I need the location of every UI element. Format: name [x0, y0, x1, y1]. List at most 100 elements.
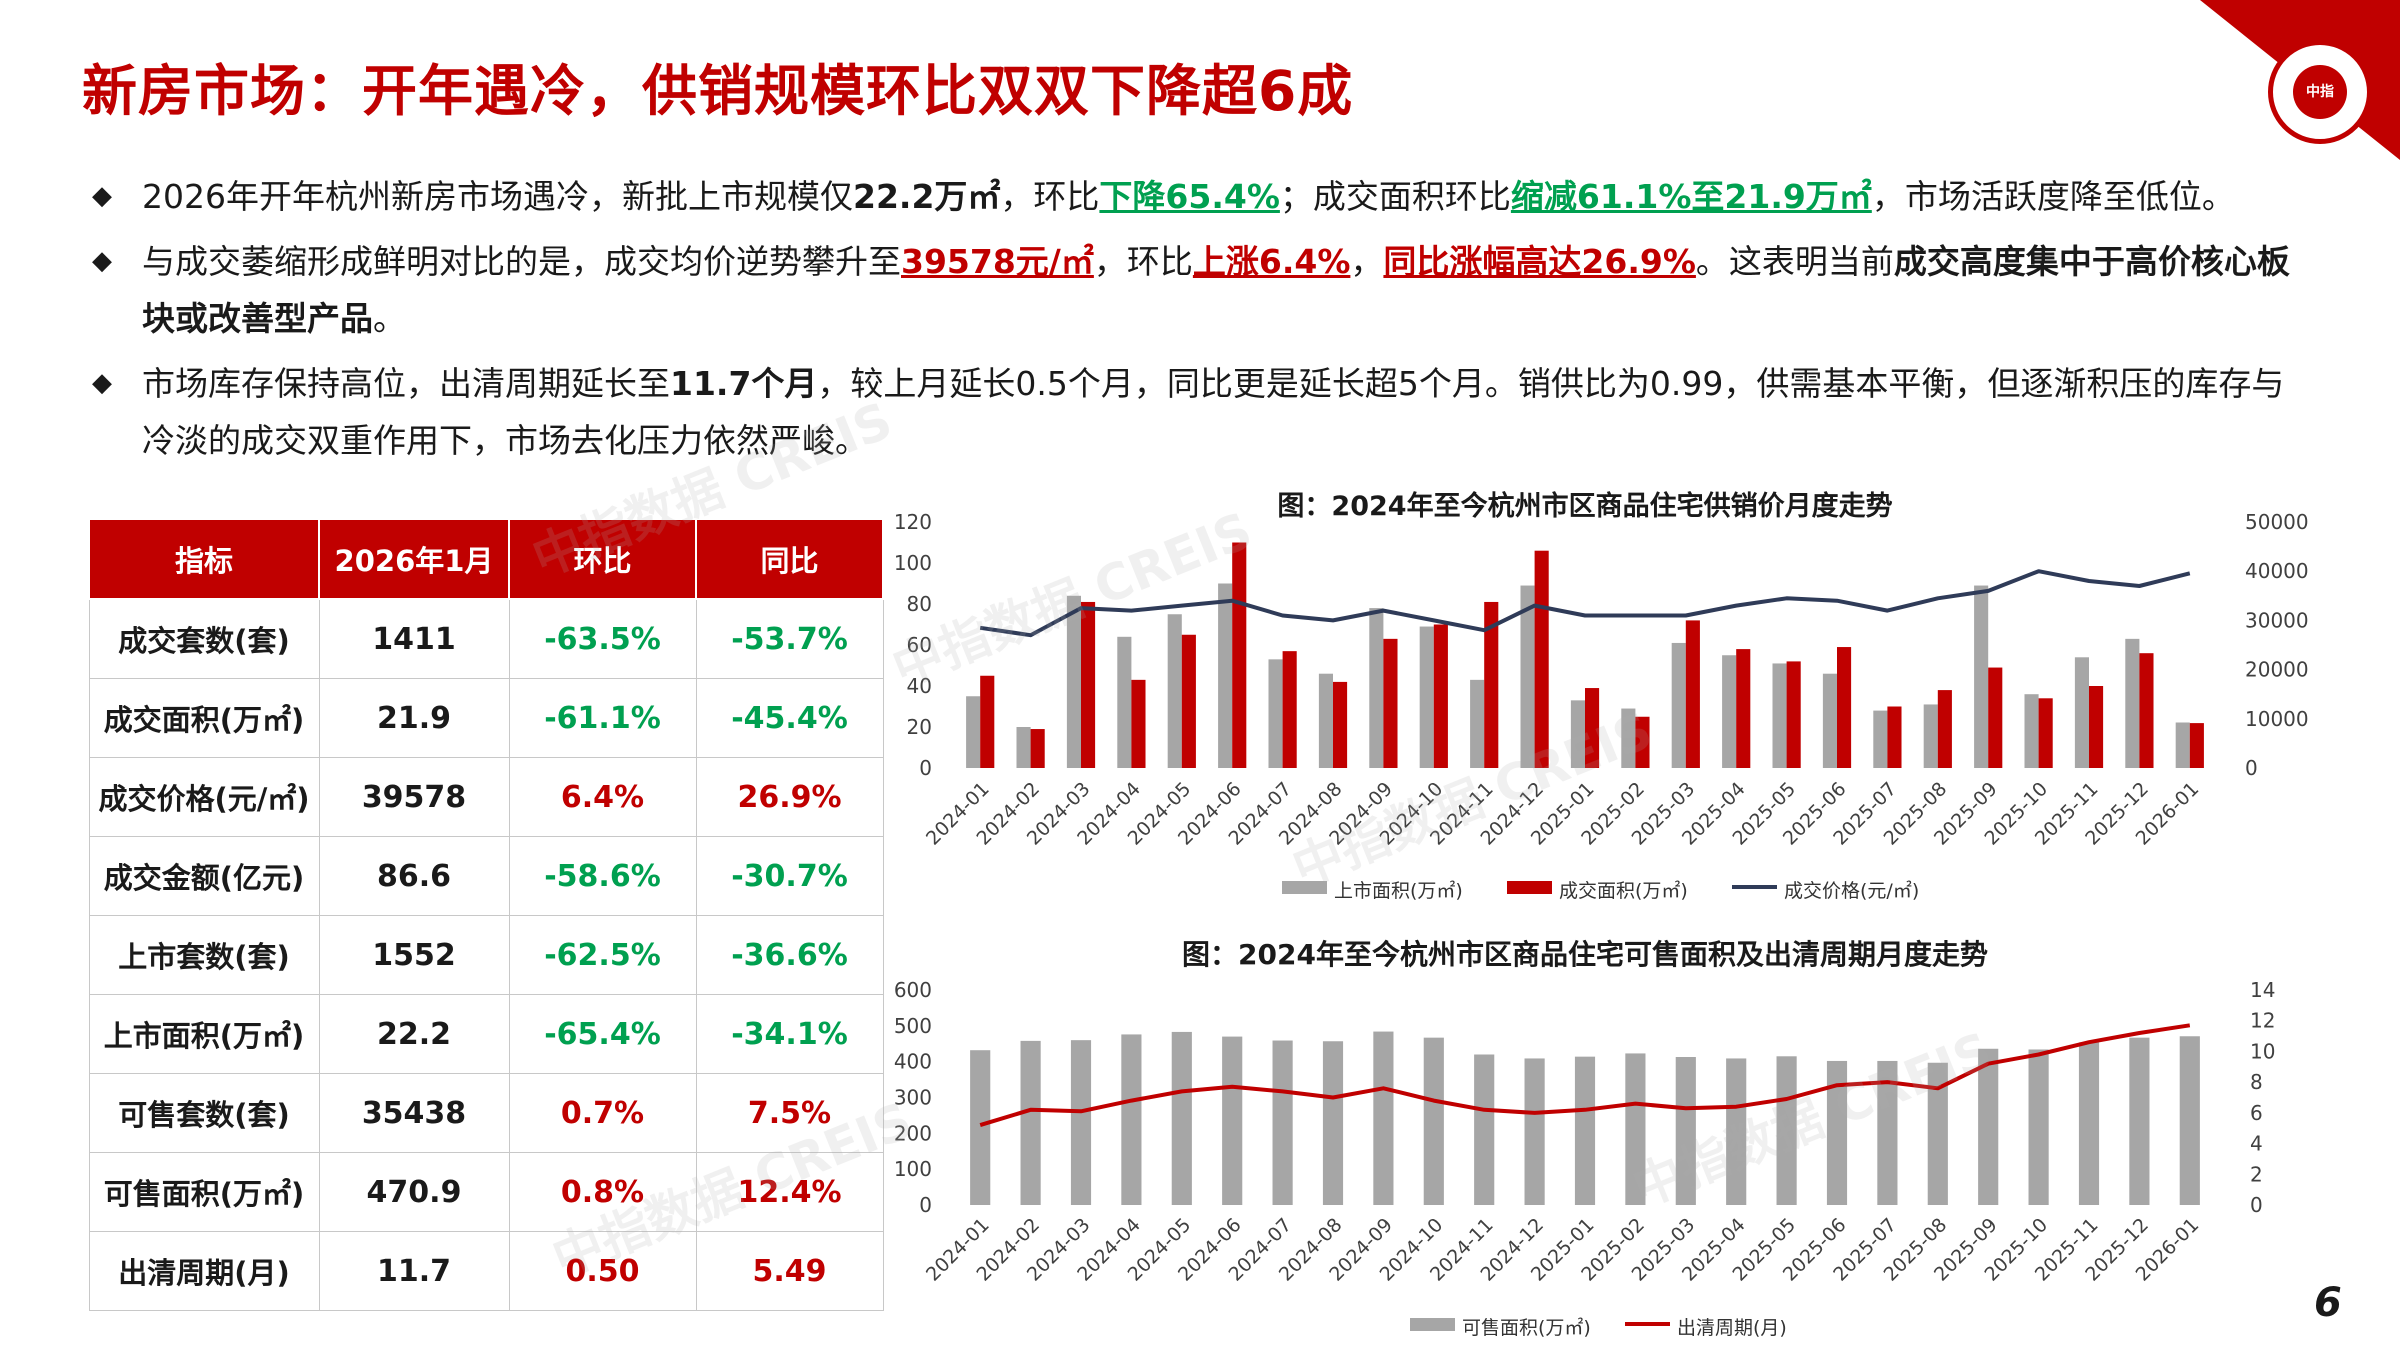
bullet-text: ，环比	[1000, 177, 1100, 216]
bar-primary	[1117, 636, 1132, 768]
bar-primary	[1974, 585, 1989, 768]
bullet-text: ，市场活跃度降至低位。	[1871, 177, 2235, 216]
y-right-tick-label: 12	[2250, 1009, 2275, 1033]
bar-secondary	[2139, 653, 2154, 768]
table-header-row: 指标 2026年1月 环比 同比	[88, 518, 884, 600]
page-title: 新房市场：开年遇冷，供销规模环比双双下降超6成	[82, 59, 1354, 123]
page-number: 6	[2314, 1280, 2342, 1326]
bar-secondary	[1585, 688, 1600, 768]
bar-secondary	[1131, 679, 1146, 768]
diamond-bullet-icon: ◆	[92, 181, 112, 211]
bar-primary	[1520, 585, 1535, 768]
bar-primary	[1070, 1040, 1092, 1205]
bar-primary	[2179, 1036, 2200, 1205]
bar-primary	[1776, 1056, 1797, 1205]
y-right-tick-label: 4	[2250, 1132, 2263, 1156]
y-right-tick-label: 10000	[2245, 707, 2309, 731]
legend-label: 成交面积(万㎡)	[1559, 879, 1688, 902]
bar-primary	[1474, 1054, 1495, 1205]
bar-secondary	[1030, 729, 1045, 768]
mom-cell: 0.50	[508, 1231, 697, 1311]
yoy-cell: 7.5%	[695, 1073, 884, 1153]
yoy-cell: 5.49	[695, 1231, 884, 1311]
bullet-highlight-red: 39578元/㎡	[901, 242, 1094, 281]
value-cell: 11.7	[318, 1231, 510, 1311]
table-row: 出清周期(月) 11.7 0.50 5.49	[88, 1231, 884, 1311]
indicator-name-cell: 可售套数(套)	[88, 1073, 320, 1153]
bar-secondary	[980, 675, 995, 768]
y-left-tick-label: 400	[894, 1050, 932, 1074]
bar-secondary	[1837, 647, 1852, 768]
yoy-cell: 26.9%	[695, 757, 884, 837]
y-right-tick-label: 14	[2250, 978, 2275, 1002]
bar-primary	[1318, 673, 1333, 768]
bar-primary	[1222, 1036, 1243, 1205]
bar-primary	[970, 1050, 991, 1205]
bullet-highlight-green: 下降65.4%	[1099, 177, 1280, 216]
bar-primary	[1822, 673, 1837, 768]
bar-secondary	[1484, 601, 1499, 768]
y-left-tick-label: 100	[894, 1157, 932, 1181]
bar-primary	[2129, 1037, 2150, 1205]
bar-secondary	[1081, 601, 1096, 768]
mom-cell: 6.4%	[508, 757, 697, 837]
bar-secondary	[1988, 667, 2003, 768]
bar-primary	[1419, 626, 1434, 768]
bar-primary	[1923, 704, 1938, 768]
series-line	[979, 569, 2191, 638]
value-cell: 35438	[318, 1073, 510, 1153]
y-left-tick-label: 60	[907, 633, 932, 657]
bar-primary	[1369, 608, 1384, 768]
value-cell: 39578	[318, 757, 510, 837]
summary-table: 指标 2026年1月 环比 同比 成交套数(套) 1411 -63.5% -53.7%…	[88, 518, 884, 1311]
y-right-tick-label: 0	[2245, 756, 2258, 780]
bar-primary	[1873, 710, 1888, 768]
bar-primary	[966, 696, 981, 768]
indicator-name-cell: 出清周期(月)	[88, 1231, 320, 1311]
bar-primary	[1016, 727, 1031, 768]
bullet-text: ，环比	[1093, 242, 1193, 281]
bullet-highlight: 11.7个月	[670, 364, 818, 403]
yoy-cell: -45.4%	[695, 678, 884, 758]
y-left-tick-label: 300	[894, 1086, 932, 1110]
bar-secondary	[1937, 690, 1952, 768]
bar-primary	[1978, 1048, 1999, 1205]
bar-primary	[1726, 1058, 1747, 1205]
bar-primary	[1574, 1056, 1596, 1205]
table-row: 成交套数(套) 1411 -63.5% -53.7%	[88, 598, 884, 679]
bullet-highlight-green: 缩减61.1%至21.9万㎡	[1510, 177, 1872, 216]
table-header: 2026年1月	[318, 518, 510, 600]
bullet-list: ◆ 2026年开年杭州新房市场遇冷，新批上市规模仅22.2万㎡，环比下降65.4…	[92, 168, 2302, 477]
bar-primary	[1423, 1037, 1444, 1205]
bar-primary	[1218, 583, 1233, 768]
legend-swatch	[1507, 881, 1552, 894]
bar-secondary	[1534, 550, 1549, 768]
y-right-tick-label: 20000	[2245, 658, 2309, 682]
bullet-text: 与成交萎缩形成鲜明对比的是，成交均价逆势攀升至	[142, 242, 901, 281]
bullet-text: ，较上月延长0.5个月，同比更是延长超5个月。销供比为0.99，供需基本平衡，但…	[142, 364, 2285, 460]
bar-primary	[1020, 1040, 1041, 1205]
bullet-text: 。	[373, 299, 406, 338]
bar-secondary	[1232, 542, 1247, 768]
y-right-tick-label: 40000	[2245, 559, 2309, 583]
bar-primary	[2125, 638, 2140, 768]
table-row: 上市套数(套) 1552 -62.5% -36.6%	[88, 915, 884, 995]
bullet-text: ；成交面积环比	[1279, 177, 1511, 216]
bullet-3: ◆ 市场库存保持高位，出清周期延长至11.7个月，较上月延长0.5个月，同比更是…	[92, 355, 2302, 469]
y-left-tick-label: 20	[907, 715, 932, 739]
bar-primary	[1722, 655, 1737, 768]
bar-secondary	[1786, 661, 1801, 768]
legend-label: 可售面积(万㎡)	[1462, 1316, 1591, 1339]
table-header: 指标	[88, 518, 320, 600]
bar-primary	[2024, 694, 2039, 768]
y-left-tick-label: 500	[894, 1014, 932, 1038]
bullet-highlight: 成交高度集中于高价核心板块或改善型产品	[142, 242, 2290, 338]
mom-cell: 0.8%	[508, 1152, 697, 1232]
bullet-text: 市场库存保持高位，出清周期延长至	[142, 364, 670, 403]
mom-cell: -62.5%	[508, 915, 697, 995]
bullet-2: ◆ 与成交萎缩形成鲜明对比的是，成交均价逆势攀升至39578元/㎡，环比上涨6.…	[92, 233, 2302, 347]
bar-primary	[1621, 708, 1636, 768]
bar-primary	[1121, 1034, 1142, 1205]
indicator-name-cell: 成交套数(套)	[88, 598, 320, 679]
y-right-tick-label: 10	[2250, 1039, 2275, 1063]
